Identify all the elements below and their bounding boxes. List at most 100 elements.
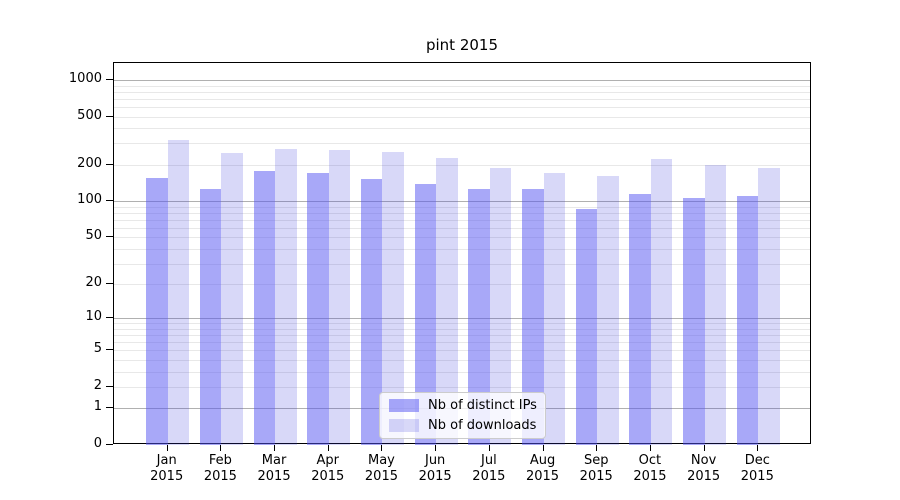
legend-item-downloads: Nb of downloads — [389, 418, 536, 433]
bar-downloads-sep — [597, 175, 619, 445]
x-tick-label-apr: Apr 2015 — [311, 453, 345, 484]
y-tick-mark — [106, 79, 113, 80]
x-tick-label-mar: Mar 2015 — [257, 453, 291, 484]
gridline-minor — [114, 386, 810, 388]
bar-downloads-aug — [543, 172, 566, 445]
gridline-minor — [114, 91, 810, 93]
x-tick-mark — [327, 445, 329, 451]
bar-distinct-ips-aug — [522, 189, 544, 445]
gridline-minor — [114, 219, 810, 221]
y-tick-mark — [106, 163, 113, 165]
bar-distinct-ips-feb — [199, 188, 222, 445]
gridline-minor — [114, 371, 810, 373]
x-tick-label-jul: Jul 2015 — [472, 453, 506, 484]
bar-downloads-nov — [704, 165, 727, 445]
bar-distinct-ips-oct — [629, 193, 651, 445]
y-tick-mark — [106, 317, 113, 319]
y-tick-label: 5 — [93, 341, 102, 357]
y-tick-mark — [106, 444, 113, 445]
x-tick-mark — [435, 445, 437, 451]
y-tick-mark — [106, 283, 113, 285]
x-tick-label-jun: Jun 2015 — [418, 453, 452, 484]
x-tick-mark — [220, 445, 222, 451]
legend-item-distinct-ips: Nb of distinct IPs — [389, 398, 537, 413]
gridline-major — [114, 201, 810, 203]
gridline-major — [114, 80, 810, 81]
gridline-minor — [114, 128, 810, 130]
y-tick-label: 500 — [77, 107, 102, 123]
bar-distinct-ips-jun — [414, 183, 437, 445]
x-tick-mark — [542, 445, 544, 451]
x-tick-mark — [703, 445, 705, 451]
x-tick-label-dec: Dec 2015 — [740, 453, 774, 484]
gridline-minor — [114, 212, 810, 214]
y-tick-mark — [106, 236, 113, 238]
legend-swatch-distinct-ips — [389, 399, 419, 412]
y-tick-label: 20 — [85, 275, 102, 291]
x-tick-label-sep: Sep 2015 — [579, 453, 613, 484]
x-tick-label-may: May 2015 — [364, 453, 398, 484]
x-tick-mark — [757, 445, 759, 451]
y-tick-label: 2 — [93, 377, 102, 393]
x-tick-mark — [488, 445, 490, 451]
x-tick-mark — [166, 445, 168, 451]
x-tick-mark — [274, 445, 276, 451]
bar-downloads-dec — [758, 167, 780, 445]
chart-title: pint 2015 — [425, 36, 499, 54]
gridline-minor — [114, 206, 810, 208]
bar-downloads-oct — [650, 158, 673, 445]
x-tick-label-jan: Jan 2015 — [150, 453, 184, 484]
gridline-minor — [114, 227, 810, 229]
bar-distinct-ips-sep — [575, 209, 598, 445]
y-tick-label: 0 — [93, 436, 102, 451]
y-tick-mark — [106, 200, 113, 202]
bar-distinct-ips-jan — [146, 177, 168, 445]
y-tick-label: 1 — [93, 399, 102, 415]
gridline-minor — [114, 85, 810, 87]
x-tick-mark — [381, 445, 383, 451]
y-tick-label: 200 — [77, 155, 102, 171]
gridline-minor — [114, 359, 810, 361]
y-tick-label: 100 — [77, 192, 102, 208]
bar-distinct-ips-apr — [307, 173, 329, 445]
gridline-minor — [114, 98, 810, 100]
bar-downloads-apr — [328, 149, 351, 445]
gridline-minor — [114, 335, 810, 337]
legend: Nb of distinct IPs Nb of downloads — [379, 392, 546, 439]
y-tick-label: 50 — [85, 228, 102, 244]
x-tick-label-oct: Oct 2015 — [633, 453, 667, 484]
bar-distinct-ips-dec — [736, 196, 759, 445]
x-tick-label-aug: Aug 2015 — [525, 453, 560, 484]
x-tick-mark — [649, 445, 651, 451]
legend-swatch-downloads — [389, 419, 419, 432]
x-tick-label-nov: Nov 2015 — [687, 453, 721, 484]
bar-distinct-ips-mar — [253, 170, 276, 445]
bar-downloads-mar — [275, 149, 297, 445]
gridline-minor — [114, 143, 810, 145]
gridline-minor — [114, 284, 810, 286]
gridline-minor — [114, 342, 810, 344]
gridline-minor — [114, 263, 810, 265]
gridline-minor — [114, 164, 810, 166]
y-tick-label: 10 — [85, 309, 102, 325]
x-tick-mark — [596, 445, 598, 451]
gridline-minor — [114, 237, 810, 239]
plot-area — [113, 62, 811, 445]
bar-downloads-may — [382, 151, 404, 445]
gridline-minor — [114, 248, 810, 250]
bar-downloads-jan — [167, 140, 190, 445]
bar-distinct-ips-nov — [683, 197, 705, 445]
bar-downloads-feb — [221, 153, 243, 445]
bar-distinct-ips-may — [360, 179, 383, 445]
y-tick-mark — [106, 407, 113, 409]
gridline-major — [114, 318, 810, 320]
bar-downloads-jul — [489, 167, 512, 445]
y-tick-mark — [106, 349, 113, 351]
y-tick-mark — [106, 115, 113, 117]
gridline-minor — [114, 323, 810, 325]
bar-downloads-jun — [436, 157, 458, 445]
legend-label-distinct-ips: Nb of distinct IPs — [428, 398, 537, 413]
gridline-minor — [114, 350, 810, 352]
x-tick-label-feb: Feb 2015 — [203, 453, 237, 484]
